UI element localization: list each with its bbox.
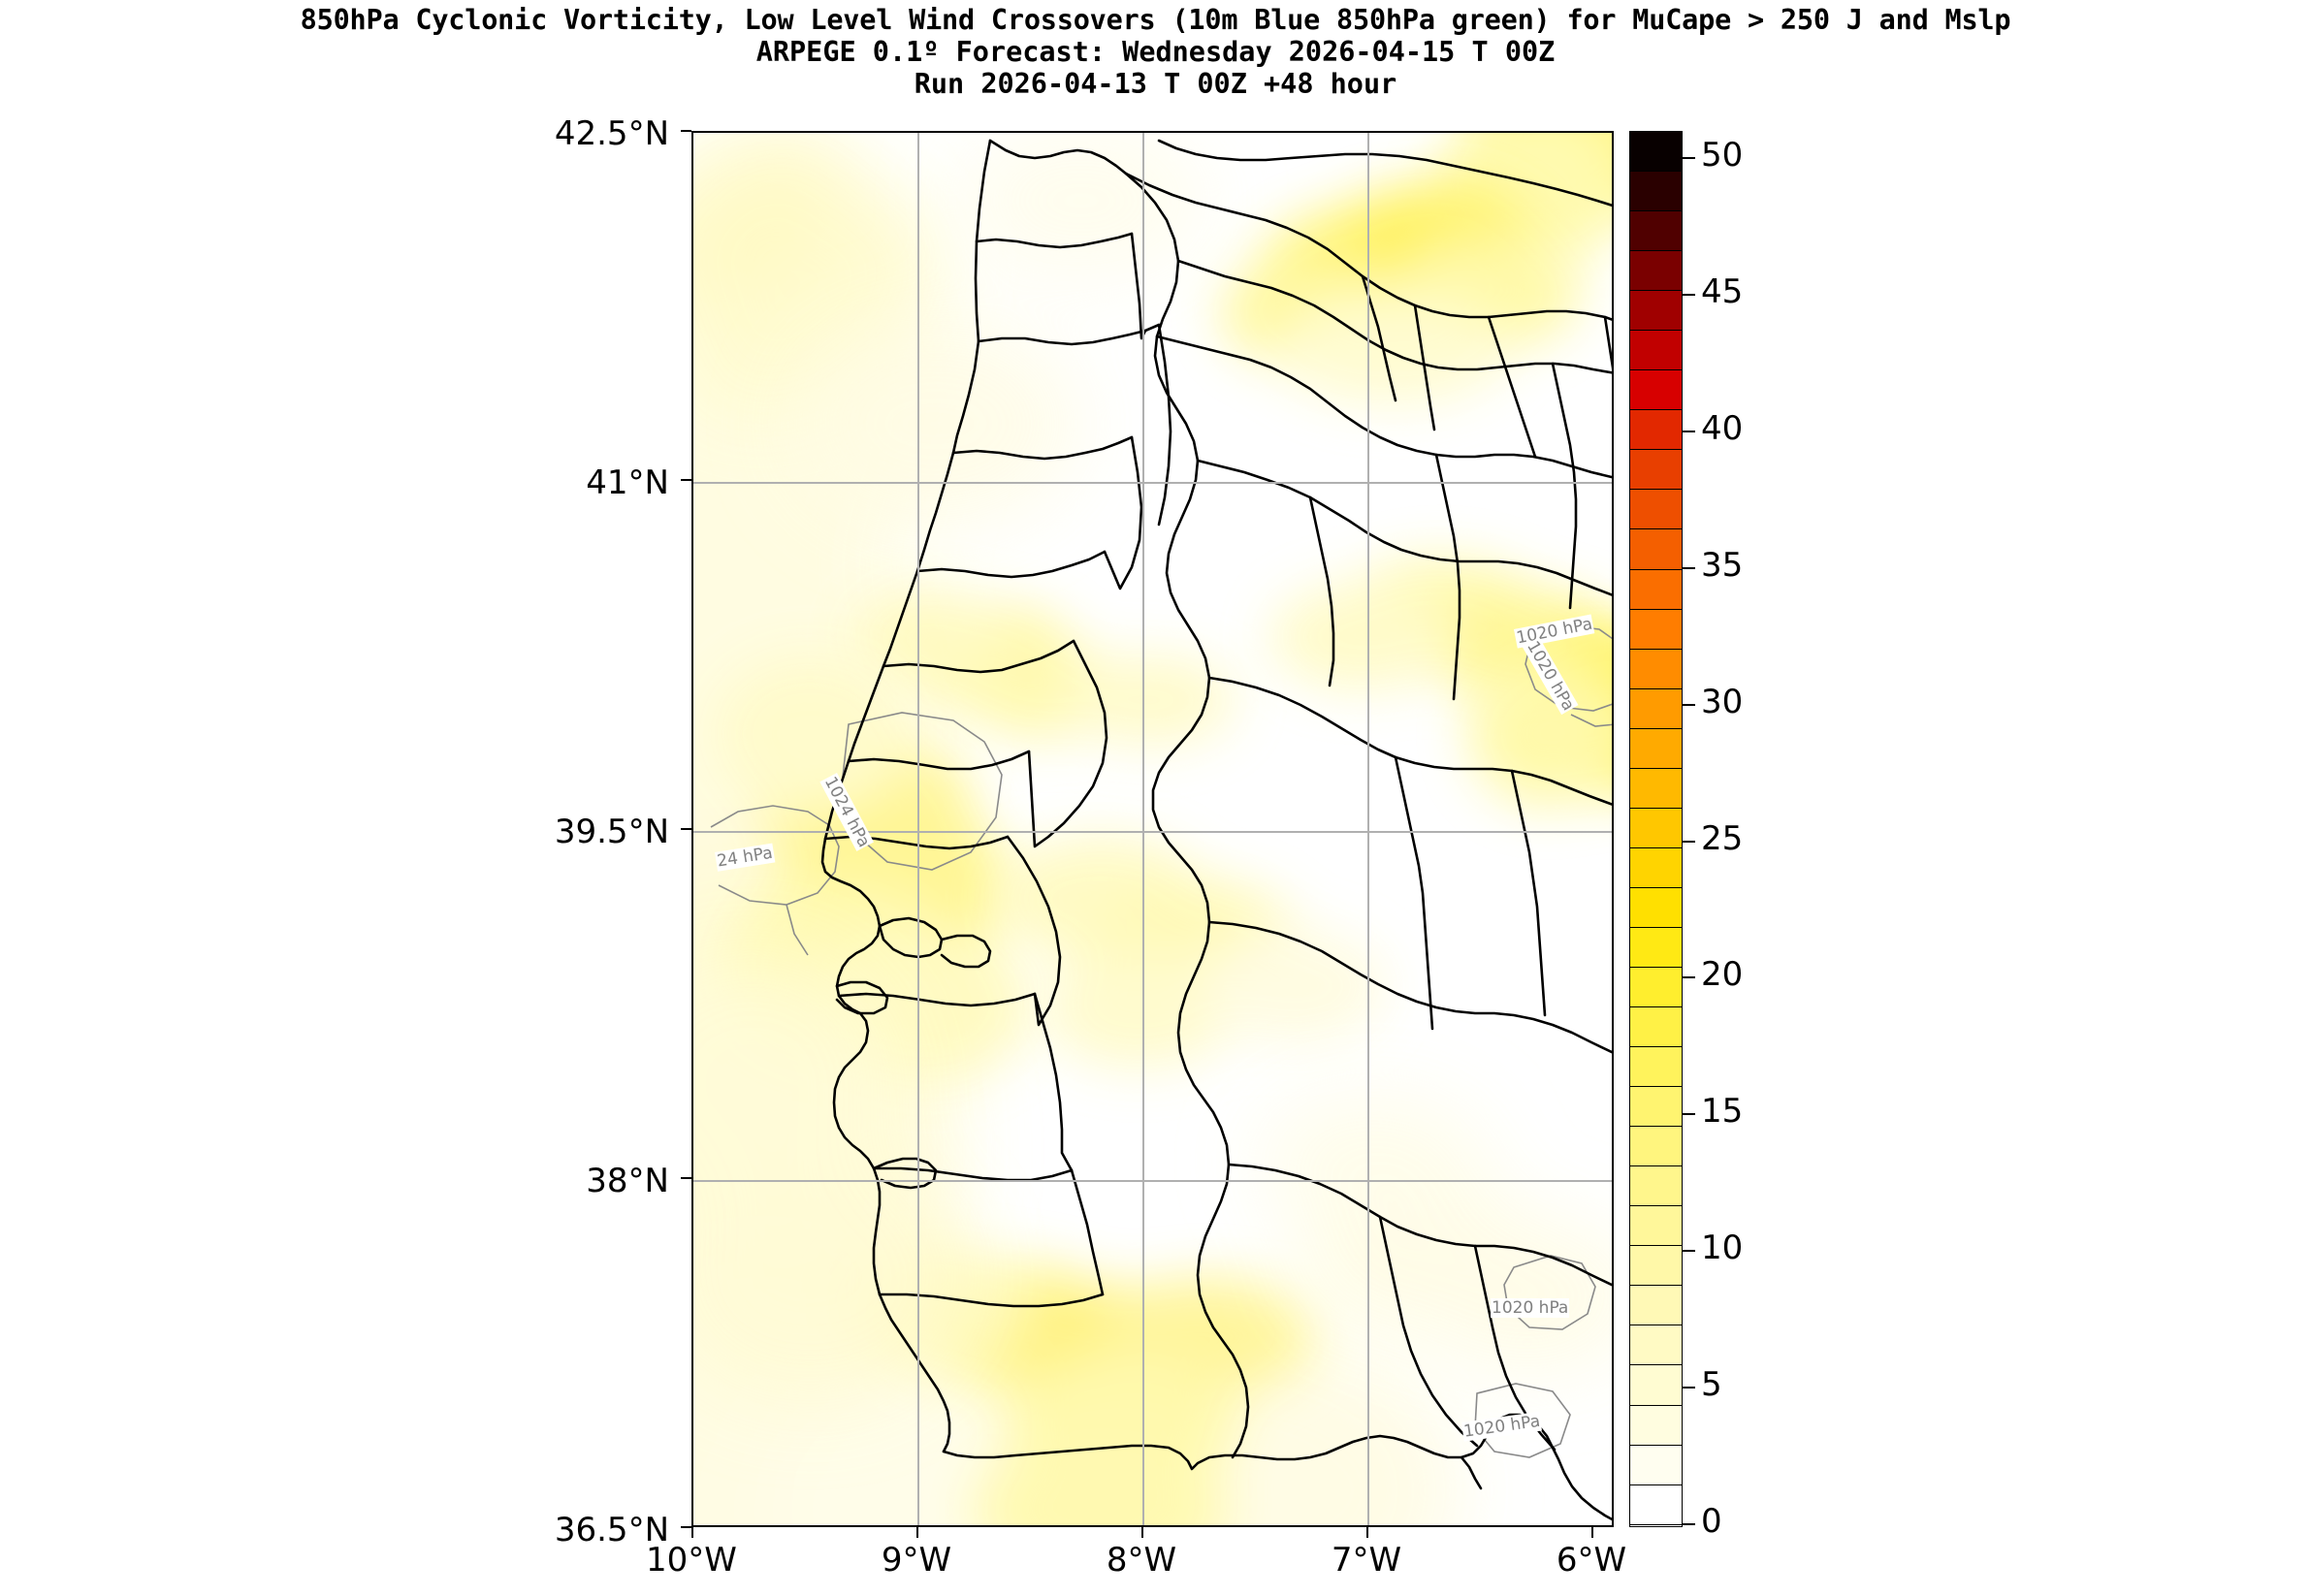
colorbar-tick-label: 45 — [1701, 272, 1744, 312]
colorbar-tick — [1683, 1113, 1695, 1116]
colorbar-segment — [1630, 1246, 1682, 1287]
cape-shading-layer — [693, 133, 1612, 1525]
contour-label-1020hpa-se-a: 1020 hPa — [1491, 1298, 1570, 1318]
colorbar-tick — [1683, 1250, 1695, 1253]
colorbar-tick-label: 35 — [1701, 545, 1744, 585]
colorbar-tick — [1683, 976, 1695, 979]
colorbar-segment — [1630, 808, 1682, 848]
title-line-1: 850hPa Cyclonic Vorticity, Low Level Win… — [300, 4, 2011, 36]
colorbar-segment — [1630, 887, 1682, 928]
colorbar-segment — [1630, 132, 1682, 173]
xtick-10w — [691, 1527, 693, 1538]
ylabel-365n: 36.5°N — [554, 1511, 669, 1549]
ylabel-41n: 41°N — [586, 463, 669, 502]
colorbar-segment — [1630, 1007, 1682, 1048]
colorbar-segment — [1630, 331, 1682, 371]
xlabel-6w: 6°W — [1556, 1541, 1627, 1580]
map-svg — [693, 133, 1612, 1525]
colorbar-tick-label: 40 — [1701, 408, 1744, 448]
colorbar-segment — [1630, 1286, 1682, 1326]
ytick-425n — [681, 130, 691, 132]
ytick-395n — [681, 828, 691, 830]
colorbar-segment — [1630, 609, 1682, 650]
ytick-365n — [681, 1526, 691, 1528]
colorbar-segment — [1630, 1365, 1682, 1406]
colorbar-segment — [1630, 688, 1682, 729]
colorbar-tick — [1683, 157, 1695, 160]
title-line-3: Run 2026-04-13 T 00Z +48 hour — [914, 68, 1397, 100]
gridline-lon-7w — [1367, 133, 1369, 1525]
colorbar-tick-label: 15 — [1701, 1092, 1744, 1132]
colorbar-segment — [1630, 1445, 1682, 1485]
colorbar-segment — [1630, 569, 1682, 610]
map-canvas: 1024 hPa 24 hPa 1020 hPa 1020 hPa 1020 h… — [693, 133, 1612, 1525]
colorbar-segment — [1630, 251, 1682, 292]
colorbar-tick — [1683, 703, 1695, 706]
gridline-lat-395n — [693, 831, 1612, 833]
xtick-6w — [1591, 1527, 1593, 1538]
colorbar-tick — [1683, 294, 1695, 297]
gridline-lat-41n — [693, 482, 1612, 484]
colorbar-segment — [1630, 490, 1682, 530]
xtick-7w — [1366, 1527, 1368, 1538]
xlabel-9w: 9°W — [881, 1541, 952, 1580]
colorbar-tick — [1683, 1387, 1695, 1389]
colorbar-tick-label: 10 — [1701, 1229, 1744, 1268]
ytick-41n — [681, 479, 691, 481]
gridline-lat-38n — [693, 1180, 1612, 1182]
colorbar-segment — [1630, 1047, 1682, 1088]
colorbar — [1629, 131, 1683, 1527]
colorbar-segment — [1630, 1325, 1682, 1366]
ylabel-38n: 38°N — [586, 1162, 669, 1200]
gridline-lon-9w — [917, 133, 919, 1525]
colorbar-segment — [1630, 1166, 1682, 1207]
colorbar-tick — [1683, 430, 1695, 432]
colorbar-tick — [1683, 566, 1695, 569]
xtick-8w — [1141, 1527, 1143, 1538]
colorbar-tick — [1683, 840, 1695, 843]
coastline-layer — [820, 139, 1612, 1521]
colorbar-segment — [1630, 529, 1682, 570]
xlabel-8w: 8°W — [1106, 1541, 1177, 1580]
xtick-9w — [916, 1527, 918, 1538]
ylabel-425n: 42.5°N — [554, 114, 669, 153]
map-plot-area: 1024 hPa 24 hPa 1020 hPa 1020 hPa 1020 h… — [691, 131, 1614, 1527]
title-line-2: ARPEGE 0.1º Forecast: Wednesday 2026-04-… — [755, 36, 1556, 68]
xlabel-7w: 7°W — [1331, 1541, 1402, 1580]
colorbar-segment — [1630, 291, 1682, 332]
colorbar-tick-label: 5 — [1701, 1365, 1722, 1405]
colorbar-tick-label: 0 — [1701, 1502, 1722, 1541]
colorbar-tick-label: 30 — [1701, 682, 1744, 721]
colorbar-segment — [1630, 450, 1682, 491]
colorbar-segment — [1630, 927, 1682, 968]
colorbar-tick-label: 50 — [1701, 136, 1744, 176]
ytick-38n — [681, 1177, 691, 1179]
gridline-lon-8w — [1142, 133, 1144, 1525]
colorbar-segment — [1630, 847, 1682, 888]
colorbar-segment — [1630, 649, 1682, 689]
colorbar-segment — [1630, 211, 1682, 252]
chart-title-block: 850hPa Cyclonic Vorticity, Low Level Win… — [0, 0, 2311, 99]
colorbar-segment — [1630, 1087, 1682, 1128]
colorbar-segment — [1630, 1127, 1682, 1167]
colorbar-segment — [1630, 768, 1682, 809]
colorbar-segment — [1630, 1206, 1682, 1247]
xlabel-10w: 10°W — [646, 1541, 737, 1580]
colorbar-tick-label: 25 — [1701, 818, 1744, 858]
colorbar-segment — [1630, 1405, 1682, 1446]
colorbar-segment — [1630, 172, 1682, 212]
colorbar-segment — [1630, 1484, 1682, 1525]
colorbar-segment — [1630, 410, 1682, 451]
ylabel-395n: 39.5°N — [554, 813, 669, 851]
colorbar-tick — [1683, 1523, 1695, 1525]
colorbar-segment — [1630, 967, 1682, 1008]
colorbar-tick-label: 20 — [1701, 955, 1744, 995]
colorbar-segment — [1630, 728, 1682, 769]
colorbar-segment — [1630, 370, 1682, 411]
